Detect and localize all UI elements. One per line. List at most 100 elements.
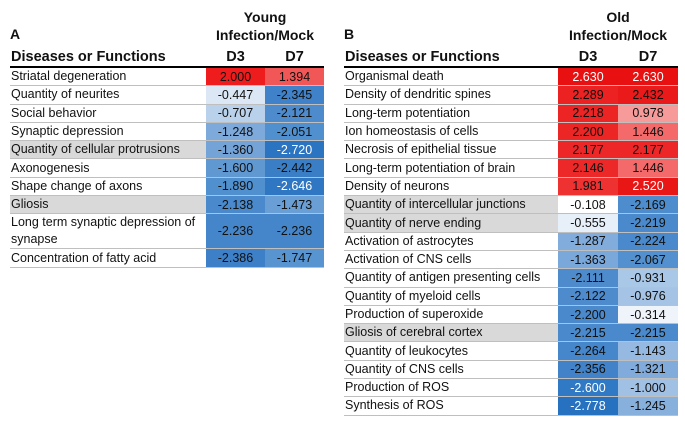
table-row: Striatal degeneration 2.000 1.394: [10, 68, 324, 87]
row-label: Long-term potentiation: [345, 105, 471, 120]
row-label: Quantity of cellular protrusions: [10, 141, 206, 159]
row-label: Concentration of fatty acid: [11, 250, 157, 265]
table-row: Production of superoxide -2.200 -0.314: [344, 305, 678, 325]
value-cell-d7: -2.345: [265, 86, 324, 104]
table-row: Quantity of CNS cells -2.356 -1.321: [344, 360, 678, 380]
column-header-d3: D3: [226, 49, 245, 65]
value-cell-d7: -2.720: [265, 141, 324, 159]
value-cell-d7: -0.976: [618, 287, 678, 305]
value-cell-d3: -0.108: [558, 196, 618, 214]
value-cell-d7: -1.245: [618, 397, 678, 415]
column-header-d7: D7: [285, 49, 304, 65]
row-label: Striatal degeneration: [11, 69, 127, 84]
row-label: Quantity of intercellular junctions: [344, 196, 558, 214]
value-cell-d7: -0.931: [618, 269, 678, 287]
row-label: Long term synaptic depression of synapse: [11, 215, 196, 247]
value-cell-d7: 2.432: [618, 86, 678, 104]
table-row: Quantity of myeloid cells -2.122 -0.976: [344, 287, 678, 306]
value-cell-d3: 2.000: [206, 68, 265, 86]
column-header-d7: D7: [638, 49, 658, 65]
row-label: Quantity of CNS cells: [345, 361, 464, 376]
value-cell-d7: -1.143: [618, 342, 678, 360]
table-row: Activation of astrocytes -1.287 -2.224: [344, 232, 678, 251]
value-cell-d7: 1.446: [618, 159, 678, 177]
value-cell-d7: 2.520: [618, 177, 678, 196]
table-row: Long term synaptic depression of synapse…: [10, 214, 324, 250]
row-label: Shape change of axons: [11, 178, 143, 193]
value-cell-d7: -2.224: [618, 232, 678, 250]
group-title-line2: Infection/Mock: [568, 27, 667, 43]
row-label: Quantity of nerve ending: [344, 214, 558, 232]
table-row: Long-term potentiation 2.218 0.978: [344, 104, 678, 123]
row-label: Activation of astrocytes: [345, 233, 474, 248]
value-cell-d3: 1.981: [558, 177, 618, 196]
row-label: Quantity of antigen presenting cells: [345, 270, 541, 285]
value-cell-d7: -2.219: [618, 214, 678, 232]
row-label: Long-term potentiation of brain: [345, 160, 516, 175]
row-label: Quantity of neurites: [11, 87, 120, 102]
value-cell-d3: 2.630: [558, 68, 618, 86]
value-cell-d7: -2.067: [618, 250, 678, 269]
table-row: Social behavior -0.707 -2.121: [10, 104, 324, 123]
table-row: Organismal death 2.630 2.630: [344, 68, 678, 87]
table-row: Axonogenesis -1.600 -2.442: [10, 159, 324, 178]
value-cell-d7: 1.446: [618, 122, 678, 141]
value-cell-d7: 0.978: [618, 104, 678, 122]
value-cell-d7: -2.169: [618, 196, 678, 214]
row-label: Synthesis of ROS: [345, 398, 444, 413]
value-cell-d3: -1.360: [206, 141, 265, 159]
value-cell-d7: -1.473: [265, 196, 324, 214]
row-label: Production of superoxide: [345, 307, 484, 321]
table-header: Diseases or Functions D3 D7: [344, 48, 678, 68]
value-cell-d7: -1.000: [618, 379, 678, 397]
value-cell-d3: -2.111: [558, 269, 618, 287]
row-label: Gliosis: [10, 196, 206, 214]
value-cell-d7: 2.177: [618, 141, 678, 159]
value-cell-d3: 2.218: [558, 104, 618, 122]
column-header-d3: D3: [578, 49, 598, 65]
value-cell-d7: -2.236: [265, 214, 324, 249]
row-label: Production of ROS: [345, 380, 450, 395]
value-cell-d3: -2.778: [558, 397, 618, 415]
group-title: Young Infection/Mock: [206, 8, 324, 44]
row-label: Density of dendritic spines: [345, 87, 491, 102]
value-cell-d3: -2.200: [558, 305, 618, 324]
table-row: Necrosis of epithelial tissue 2.177 2.177: [344, 141, 678, 160]
group-title: Old Infection/Mock: [558, 8, 678, 44]
value-cell-d3: -2.122: [558, 287, 618, 305]
table-row: Quantity of intercellular junctions -0.10…: [344, 196, 678, 215]
value-cell-d3: -2.264: [558, 342, 618, 360]
row-label: Axonogenesis: [11, 160, 90, 175]
row-label: Gliosis of cerebral cortex: [344, 324, 558, 342]
value-cell-d3: -1.248: [206, 122, 265, 141]
column-header-name: Diseases or Functions: [345, 49, 500, 65]
row-label: Density of neurons: [345, 178, 450, 193]
table-row: Concentration of fatty acid -2.386 -1.747: [10, 249, 324, 268]
row-label: Social behavior: [11, 105, 97, 120]
row-label: Necrosis of epithelial tissue: [345, 142, 497, 157]
value-cell-d7: -0.314: [618, 305, 678, 324]
table-row: Shape change of axons -1.890 -2.646: [10, 177, 324, 197]
panel-letter: B: [344, 26, 355, 42]
value-cell-d3: -0.447: [206, 86, 265, 104]
value-cell-d7: -2.646: [265, 177, 324, 196]
row-label: Activation of CNS cells: [345, 252, 472, 267]
table-row: Gliosis -2.138 -1.473: [10, 196, 324, 215]
value-cell-d3: -2.386: [206, 249, 265, 267]
table-row: Density of neurons 1.981 2.520: [344, 177, 678, 197]
table-row: Quantity of cellular protrusions -1.360 -2…: [10, 141, 324, 160]
table-row: Synaptic depression -1.248 -2.051: [10, 122, 324, 142]
value-cell-d3: -1.287: [558, 232, 618, 250]
value-cell-d3: -2.236: [206, 214, 265, 249]
value-cell-d3: -1.600: [206, 159, 265, 177]
table-body: Striatal degeneration 2.000 1.394 Quantity …: [10, 68, 324, 268]
table-row: Quantity of leukocytes -2.264 -1.143: [344, 342, 678, 361]
row-label: Ion homeostasis of cells: [345, 124, 479, 139]
value-cell-d7: -2.051: [265, 122, 324, 141]
value-cell-d7: -1.321: [618, 360, 678, 379]
table-row: Density of dendritic spines 2.289 2.432: [344, 86, 678, 105]
value-cell-d7: 2.630: [618, 68, 678, 86]
value-cell-d3: -2.600: [558, 379, 618, 397]
table-row: Quantity of nerve ending -0.555 -2.219: [344, 214, 678, 233]
value-cell-d3: -1.363: [558, 250, 618, 269]
